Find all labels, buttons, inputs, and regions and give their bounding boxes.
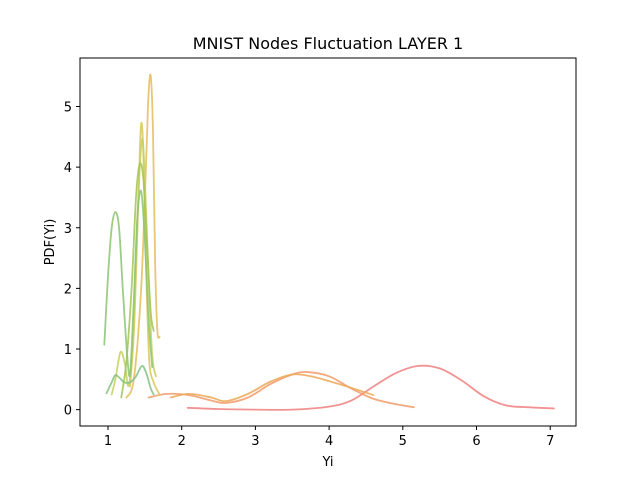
x-tick-label: 2 — [178, 434, 186, 449]
series-line-9 — [105, 365, 155, 396]
x-tick-label: 4 — [325, 434, 333, 449]
y-tick-label: 5 — [64, 101, 72, 116]
x-tick-label: 7 — [546, 434, 554, 449]
y-axis: 0 1 2 3 4 5 — [64, 101, 80, 419]
plot-series-group — [103, 73, 555, 411]
y-axis-label: PDF(Yi) — [43, 219, 58, 266]
plot-area-frame — [79, 57, 577, 427]
y-tick-label: 2 — [64, 282, 72, 297]
y-tick-label: 4 — [64, 161, 72, 176]
x-axis: 1 2 3 4 5 6 7 — [104, 426, 554, 449]
series-line-7 — [120, 162, 155, 399]
x-tick-label: 5 — [399, 434, 407, 449]
series-line-2 — [147, 371, 415, 409]
series-line-4 — [125, 73, 161, 399]
series-line-3 — [169, 373, 375, 403]
chart-title: MNIST Nodes Fluctuation LAYER 1 — [193, 34, 463, 53]
series-line-8 — [103, 189, 154, 378]
x-tick-label: 6 — [472, 434, 480, 449]
series-line-1 — [186, 364, 555, 411]
y-tick-label: 0 — [64, 404, 72, 419]
x-tick-label: 3 — [251, 434, 259, 449]
y-tick-label: 3 — [64, 222, 72, 237]
x-axis-label: Yi — [321, 455, 333, 470]
y-tick-label: 1 — [64, 343, 72, 358]
x-tick-label: 1 — [104, 434, 112, 449]
